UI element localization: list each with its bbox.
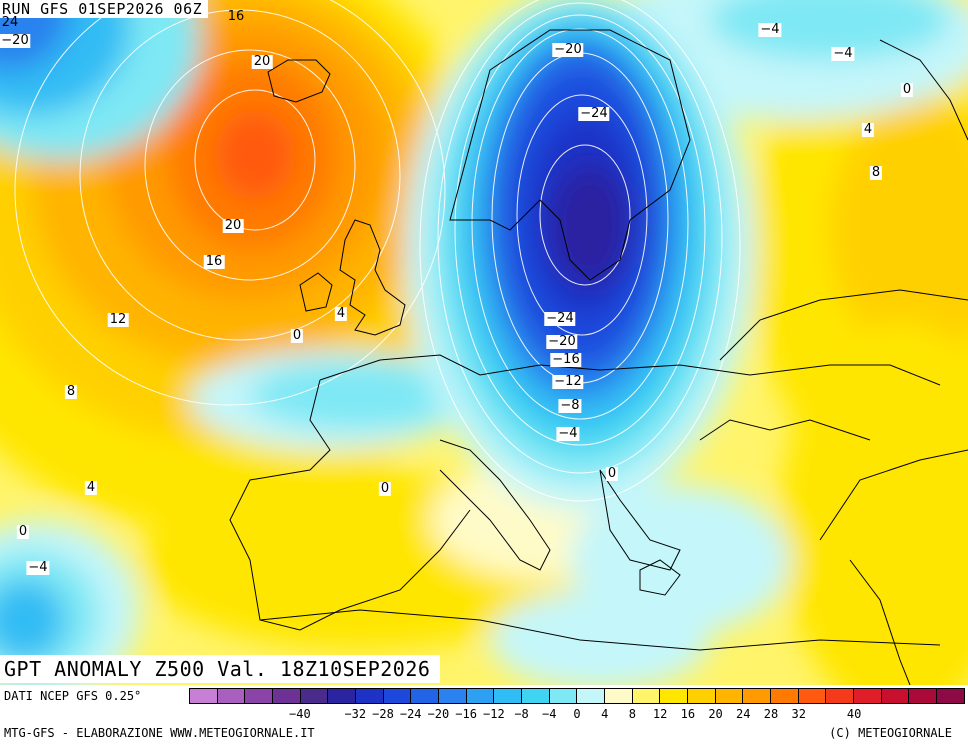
color-swatch <box>826 689 855 703</box>
contour-value-label: 8 <box>64 384 78 399</box>
contour-value-label: 12 <box>107 312 129 327</box>
contour-value-label: −20 <box>0 33 31 48</box>
southwest-low-core <box>0 580 65 660</box>
contour-value-label: −4 <box>556 426 580 441</box>
color-swatch <box>356 689 384 703</box>
coastlines <box>229 29 968 685</box>
trough-core <box>550 165 630 285</box>
contour-value-label: 24 <box>1 15 19 30</box>
contour-value-label: −12 <box>552 374 584 389</box>
contour-value-label: 4 <box>334 306 348 321</box>
contour-value-label: 0 <box>900 82 914 97</box>
color-swatch <box>909 689 938 703</box>
color-scale <box>189 688 965 704</box>
color-swatch <box>798 689 827 703</box>
contour-value-label: −4 <box>831 46 855 61</box>
contour-value-label: 0 <box>605 466 619 481</box>
scale-tick-label: −24 <box>399 707 422 721</box>
color-swatch <box>688 689 716 703</box>
color-swatch <box>577 689 606 703</box>
scale-tick-label: −28 <box>372 707 394 721</box>
color-swatch <box>937 689 964 703</box>
color-swatch <box>439 689 467 703</box>
southeast-band <box>780 320 968 685</box>
color-swatch <box>715 689 744 703</box>
color-swatch <box>660 689 689 703</box>
contour-value-label: −4 <box>758 22 782 37</box>
map-title: GPT ANOMALY Z500 Val. 18Z10SEP2026 <box>0 655 441 683</box>
color-swatch <box>190 689 218 703</box>
scale-tick-label: 4 <box>601 707 609 721</box>
scale-tick-label: −16 <box>455 707 477 721</box>
color-swatch <box>217 689 246 703</box>
scale-tick-label: −12 <box>483 707 505 721</box>
contour-value-label: −8 <box>558 398 582 413</box>
color-swatch <box>881 689 910 703</box>
ridge-core <box>215 110 295 200</box>
scale-tick-label: 12 <box>652 707 668 721</box>
contour-value-label: 8 <box>869 165 883 180</box>
color-swatch <box>411 689 440 703</box>
scale-tick-label: 24 <box>736 707 751 721</box>
scale-tick-label: 16 <box>680 707 696 721</box>
color-swatch <box>466 689 495 703</box>
scale-tick-label: −4 <box>542 707 557 721</box>
contour-value-label: 16 <box>203 254 225 269</box>
color-swatch <box>632 689 661 703</box>
contour-value-label: 20 <box>251 54 273 69</box>
color-swatch <box>743 689 772 703</box>
scale-tick-label: 0 <box>573 707 581 721</box>
contour-value-label: −4 <box>26 560 50 575</box>
scale-tick-label: 28 <box>763 707 779 721</box>
color-swatch <box>771 689 799 703</box>
color-swatch <box>549 689 578 703</box>
scale-tick-label: −32 <box>344 707 367 721</box>
contour-value-label: 0 <box>290 328 304 343</box>
scale-tick-label: 8 <box>628 707 637 721</box>
contour-value-label: 0 <box>378 481 392 496</box>
west-europe-cyan <box>250 360 470 430</box>
color-swatch <box>245 689 274 703</box>
color-swatch <box>605 689 633 703</box>
contour-value-label: 4 <box>84 480 98 495</box>
contour-value-label: 0 <box>16 524 30 539</box>
color-swatch <box>522 689 550 703</box>
scale-tick-label: 32 <box>791 707 806 721</box>
scale-tick-label: −40 <box>289 707 311 721</box>
color-swatch <box>300 689 329 703</box>
contour-value-label: 4 <box>861 122 875 137</box>
anomaly-field <box>0 0 968 685</box>
contour-value-label: −24 <box>578 106 610 121</box>
color-swatch <box>328 689 357 703</box>
contour-value-label: 16 <box>227 9 245 24</box>
footer-panel: DATI NCEP GFS 0.25° −40 −32 −28 −24 −20 −16 −1… <box>0 685 968 745</box>
contour-value-label: −20 <box>546 334 578 349</box>
scale-tick-label: 40 <box>846 707 862 721</box>
run-label: RUN GFS 01SEP2026 06Z <box>0 0 209 18</box>
contour-value-label: 20 <box>222 218 244 233</box>
color-swatch <box>854 689 882 703</box>
contour-value-label: −16 <box>550 352 582 367</box>
contour-value-label: −24 <box>544 311 576 326</box>
color-swatch <box>383 689 412 703</box>
scale-tick-label: −8 <box>514 707 529 721</box>
color-swatch <box>273 689 301 703</box>
scale-tick-label: −20 <box>427 707 450 721</box>
color-swatch <box>494 689 523 703</box>
scale-tick-label: 20 <box>708 707 723 721</box>
contour-value-label: −20 <box>552 42 584 57</box>
data-source: DATI NCEP GFS 0.25° <box>4 689 142 703</box>
credit-line: MTG-GFS - ELABORAZIONE WWW.METEOGIORNALE… <box>4 726 315 740</box>
color-scale-ticks: −40 −32 −28 −24 −20 −16 −12 −8 −4 0 4 8 12 16 20 24 28 32… <box>189 707 965 721</box>
libya-pale <box>490 590 710 685</box>
copyright-notice: (C) METEOGIORNALE <box>829 726 952 740</box>
anomaly-map: RUN GFS 01SEP2026 06Z −20 24 16 20 20 16 12 8 4 0… <box>0 0 968 685</box>
